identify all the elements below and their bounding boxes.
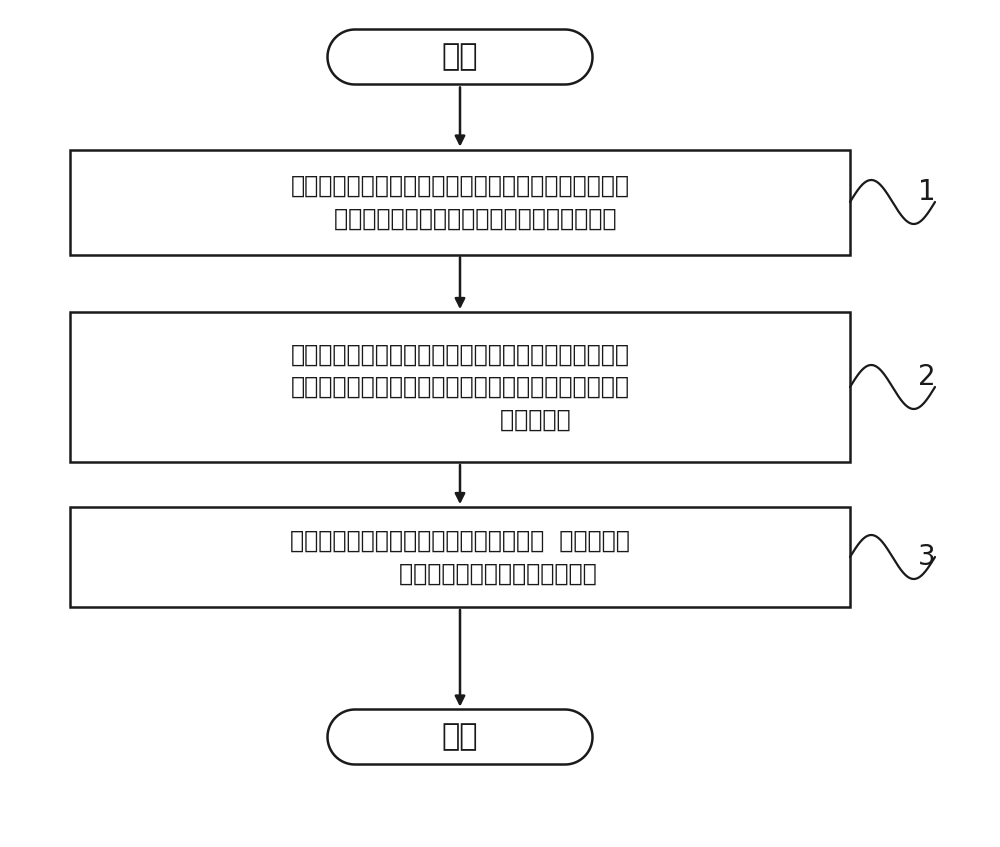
Bar xyxy=(70,312,850,462)
Text: 开始: 开始 xyxy=(442,42,478,71)
Text: 2: 2 xyxy=(918,363,936,391)
PathPatch shape xyxy=(328,30,592,85)
Text: 根据采集到的车辆行驶信息，构建车辆动力学模型，并
    引入不确定性参数，生成质心側偏角观测方程: 根据采集到的车辆行驶信息，构建车辆动力学模型，并 引入不确定性参数，生成质心側偏… xyxy=(290,174,630,230)
Text: 结束: 结束 xyxy=(442,722,478,751)
Text: 根据最优可调参数和质心側偏角观测方程  计算车辆行
          驶信息对应的质心側偏角观测值: 根据最优可调参数和质心側偏角观测方程 计算车辆行 驶信息对应的质心側偏角观测值 xyxy=(290,529,630,585)
Bar xyxy=(70,507,850,607)
PathPatch shape xyxy=(328,710,592,765)
Text: 1: 1 xyxy=(918,178,936,206)
Bar xyxy=(70,150,850,254)
Text: 3: 3 xyxy=(918,543,936,571)
Text: 计算质心側偏角观测方程的瞬态性能函数与稳态性能函
数，通过动态博弈算法，计算质心側偏角观测方程的最
                    优可调参数: 计算质心側偏角观测方程的瞬态性能函数与稳态性能函 数，通过动态博弈算法，计算质心… xyxy=(290,342,630,432)
